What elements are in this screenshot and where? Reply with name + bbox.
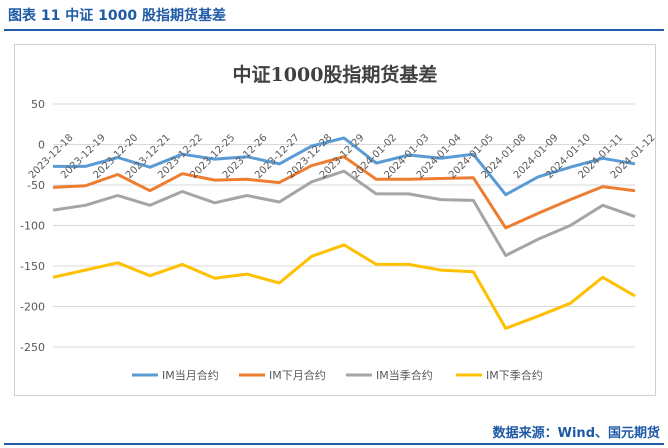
legend-label: IM下季合约	[486, 368, 543, 382]
series-line	[53, 136, 636, 197]
y-axis: 50 0 -50 -100 -150 -200 -250	[20, 98, 45, 354]
figure-caption: 图表 11 中证 1000 股指期货基差	[8, 8, 226, 24]
series-lines	[52, 136, 636, 330]
y-tick-label: 0	[38, 139, 45, 152]
legend-label: IM当月合约	[162, 368, 219, 382]
y-tick-label: -200	[20, 301, 45, 314]
y-tick-label: -100	[20, 220, 45, 233]
legend-label: IM当季合约	[376, 368, 433, 382]
legend: IM当月合约 IM下月合约 IM当季合约 IM下季合约	[132, 368, 543, 382]
y-tick-label: -150	[20, 260, 45, 273]
legend-label: IM下月合约	[269, 368, 326, 382]
chart-title: 中证1000股指期货基差	[233, 63, 438, 86]
series-line	[52, 243, 636, 330]
series-line	[52, 155, 636, 230]
y-tick-label: 50	[31, 98, 45, 111]
data-source: 数据来源：Wind、国元期货	[492, 426, 660, 441]
y-tick-label: -50	[27, 179, 45, 192]
header-divider	[4, 29, 664, 31]
series-line	[52, 169, 636, 257]
y-tick-label: -250	[20, 341, 45, 354]
line-chart: 中证1000股指期货基差 500-50-100-150-200-250 2023…	[20, 63, 655, 382]
footer-divider	[4, 443, 664, 445]
chart-frame: 中证1000股指期货基差 50 0 -50 -100 -150 -200 -250 2023…	[14, 44, 656, 396]
gridlines	[53, 103, 635, 348]
